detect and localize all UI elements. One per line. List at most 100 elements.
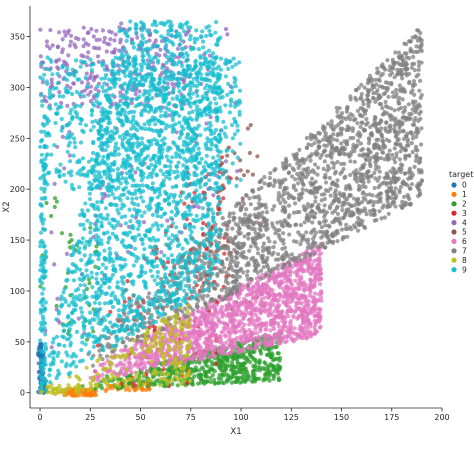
data-point [321, 208, 326, 213]
data-point [91, 378, 96, 383]
data-point [264, 302, 269, 307]
data-point [388, 73, 393, 78]
data-point [91, 344, 96, 349]
data-point [379, 126, 384, 131]
data-point [300, 336, 305, 341]
data-point [229, 330, 234, 335]
data-point [370, 193, 375, 198]
data-point [376, 70, 381, 75]
data-point [296, 285, 302, 290]
data-point [168, 368, 173, 373]
data-point [267, 286, 272, 291]
data-point [246, 283, 251, 288]
data-point [223, 286, 229, 291]
data-point [203, 318, 208, 323]
data-point [284, 297, 290, 302]
data-point [236, 350, 241, 355]
data-point [230, 345, 235, 350]
data-point [251, 195, 256, 200]
data-point [54, 58, 59, 64]
data-point [309, 230, 314, 235]
data-point [221, 222, 226, 227]
data-point [112, 50, 117, 55]
data-point [200, 329, 205, 334]
data-point [366, 141, 372, 146]
data-point [293, 304, 299, 309]
data-point [366, 136, 371, 141]
data-point [384, 137, 389, 142]
data-point [299, 310, 304, 316]
data-point [285, 287, 291, 292]
data-point [174, 369, 179, 375]
data-point [224, 276, 229, 281]
data-point [86, 392, 91, 397]
data-point [248, 276, 253, 281]
data-point [182, 201, 187, 206]
data-point [318, 267, 323, 272]
data-point [266, 250, 271, 256]
data-point [244, 375, 249, 380]
data-point [206, 369, 211, 374]
data-point [258, 348, 263, 353]
data-point [221, 245, 226, 250]
data-point [413, 108, 418, 113]
data-point [162, 372, 167, 377]
data-point [257, 285, 262, 290]
data-point [361, 190, 366, 195]
data-point [298, 223, 303, 228]
data-point [185, 381, 190, 386]
data-point [275, 356, 280, 361]
data-point [318, 324, 323, 329]
data-point [85, 30, 90, 36]
data-point [296, 315, 301, 320]
data-point [95, 74, 100, 79]
data-point [133, 374, 138, 379]
data-point [223, 27, 229, 32]
data-point [118, 90, 123, 95]
data-point [129, 376, 134, 381]
data-point [337, 106, 342, 111]
data-point [239, 321, 244, 326]
data-point [335, 178, 340, 183]
data-point [59, 100, 64, 106]
data-point [87, 281, 92, 286]
data-point [361, 195, 366, 201]
data-point [412, 164, 417, 169]
data-point [358, 141, 363, 146]
data-point [300, 181, 305, 186]
data-point [393, 195, 398, 200]
data-point [253, 293, 259, 299]
data-point [97, 37, 102, 42]
data-point [367, 158, 372, 164]
data-point [402, 51, 407, 56]
data-point [243, 212, 248, 217]
data-point [60, 37, 65, 42]
data-point [410, 84, 416, 89]
data-point [319, 152, 325, 157]
data-point [327, 175, 332, 181]
data-point [324, 153, 329, 158]
data-point [400, 120, 405, 125]
data-point [179, 327, 184, 332]
data-point [263, 327, 268, 332]
data-point [161, 367, 166, 372]
data-point [148, 345, 153, 350]
data-point [313, 291, 318, 296]
data-point [118, 37, 123, 42]
data-point [215, 272, 220, 277]
data-point [291, 185, 296, 190]
data-point [418, 46, 423, 51]
data-point [76, 316, 81, 321]
data-point [232, 304, 237, 309]
data-point [279, 238, 284, 243]
data-point [306, 142, 311, 147]
data-point [275, 220, 280, 225]
data-point [200, 365, 205, 370]
data-point [280, 246, 285, 251]
data-point [311, 243, 316, 248]
data-point [335, 109, 340, 114]
data-point [247, 150, 252, 156]
data-point [268, 328, 273, 333]
data-point [313, 199, 318, 204]
data-point [175, 377, 181, 382]
